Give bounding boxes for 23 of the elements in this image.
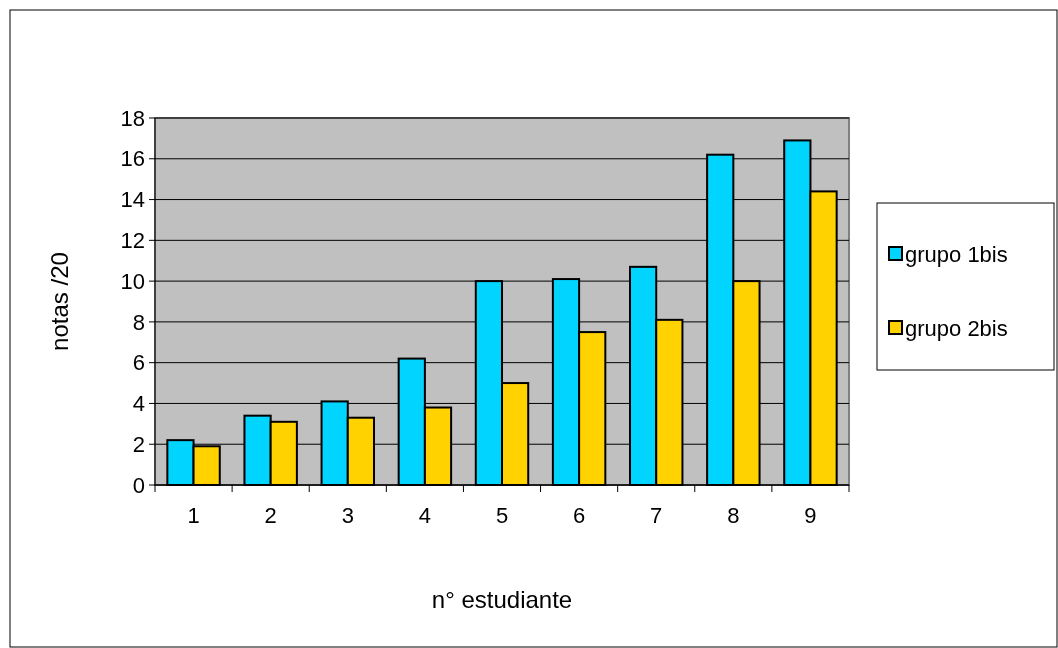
y-tick-label: 6 (132, 350, 145, 376)
x-tick-label: 9 (804, 503, 817, 528)
y-tick-label: 16 (120, 146, 145, 172)
x-tick-label: 7 (650, 503, 663, 528)
y-tick-label: 8 (132, 309, 145, 335)
y-tick-label: 14 (120, 187, 145, 213)
x-tick-label: 2 (264, 503, 277, 528)
x-tick-label: 5 (495, 503, 509, 528)
x-tick-label: 1 (187, 503, 200, 528)
y-tick-label: 18 (120, 105, 145, 131)
x-tick-label: 8 (727, 503, 740, 528)
y-tick-label: 10 (120, 268, 145, 294)
y-tick-label: 0 (132, 472, 145, 498)
legend-label: grupo 2bis (905, 315, 1008, 341)
y-tick-label: 2 (132, 431, 145, 457)
x-axis-title: n° estudiante (431, 586, 573, 613)
legend-label: grupo 1bis (905, 241, 1008, 267)
y-tick-label: 12 (120, 228, 145, 254)
x-tick-label: 4 (418, 503, 432, 528)
y-axis-title: notas /20 (46, 252, 73, 351)
x-tick-label: 3 (341, 503, 354, 528)
y-tick-label: 4 (132, 391, 145, 417)
x-tick-label: 6 (572, 503, 586, 528)
